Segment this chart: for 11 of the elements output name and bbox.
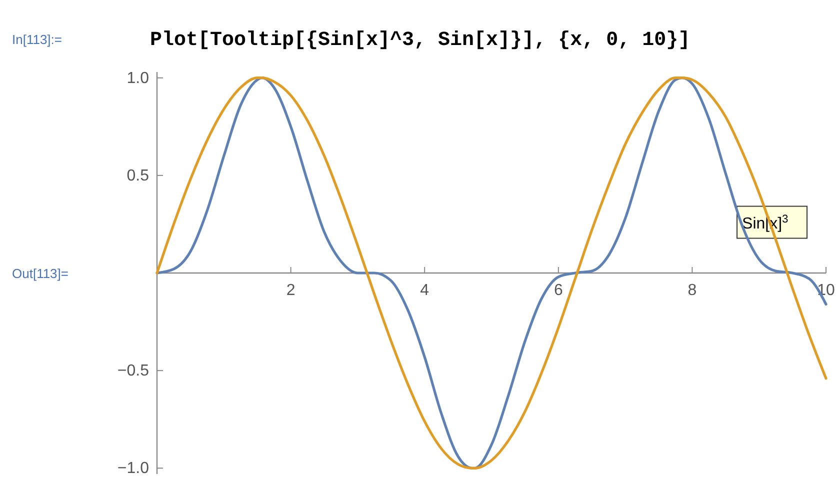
x-tick-label: 2	[286, 282, 296, 299]
text: Out[113]=	[12, 266, 68, 281]
x-tick-label: 8	[688, 282, 697, 299]
chart-title: Plot[Tooltip[{Sin[x]^3, Sin[x]}], {x, 0, 10}]	[150, 29, 690, 52]
y-tick-label: −0.5	[117, 362, 150, 380]
text: In[113]:=	[12, 32, 62, 47]
x-tick-label: 6	[554, 282, 563, 299]
y-tick-label: 0.5	[126, 167, 150, 184]
y-tick-label: −1.0	[117, 460, 150, 478]
y-tick-label: 1.0	[126, 70, 150, 87]
x-tick-label: 4	[420, 282, 430, 299]
